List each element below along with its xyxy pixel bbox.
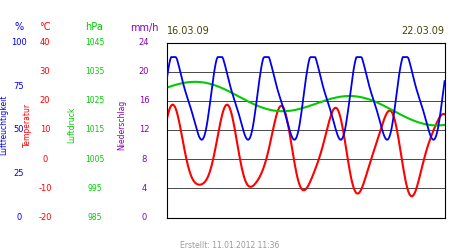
Text: Niederschlag: Niederschlag [117, 100, 126, 150]
Text: 1045: 1045 [85, 38, 104, 47]
Text: %: % [14, 22, 23, 32]
Text: 10: 10 [40, 126, 50, 134]
Text: 20: 20 [40, 96, 50, 105]
Text: Erstellt: 11.01.2012 11:36: Erstellt: 11.01.2012 11:36 [180, 240, 279, 250]
Text: -10: -10 [38, 184, 52, 193]
Text: 20: 20 [139, 67, 149, 76]
Text: Luftdruck: Luftdruck [68, 107, 76, 143]
Text: 985: 985 [87, 213, 102, 222]
Text: 0: 0 [16, 213, 22, 222]
Text: 995: 995 [87, 184, 102, 193]
Text: 40: 40 [40, 38, 50, 47]
Text: 0: 0 [141, 213, 147, 222]
Text: 12: 12 [139, 126, 149, 134]
Text: °C: °C [39, 22, 51, 32]
Text: 0: 0 [42, 155, 48, 164]
Text: 4: 4 [141, 184, 147, 193]
Text: 1005: 1005 [85, 155, 104, 164]
Text: 1025: 1025 [85, 96, 104, 105]
Text: 16: 16 [139, 96, 149, 105]
Text: 16.03.09: 16.03.09 [166, 26, 209, 36]
Text: 24: 24 [139, 38, 149, 47]
Text: hPa: hPa [86, 22, 104, 32]
Text: mm/h: mm/h [130, 22, 158, 32]
Text: Luftfeuchtigkeit: Luftfeuchtigkeit [0, 95, 8, 155]
Text: 1015: 1015 [85, 126, 104, 134]
Text: 25: 25 [14, 169, 24, 178]
Text: 8: 8 [141, 155, 147, 164]
Text: 1035: 1035 [85, 67, 104, 76]
Text: -20: -20 [38, 213, 52, 222]
Text: Temperatur: Temperatur [22, 103, 32, 147]
Text: 75: 75 [14, 82, 24, 91]
Text: 50: 50 [14, 126, 24, 134]
Text: 22.03.09: 22.03.09 [401, 26, 445, 36]
Text: 30: 30 [40, 67, 50, 76]
Text: 100: 100 [11, 38, 27, 47]
